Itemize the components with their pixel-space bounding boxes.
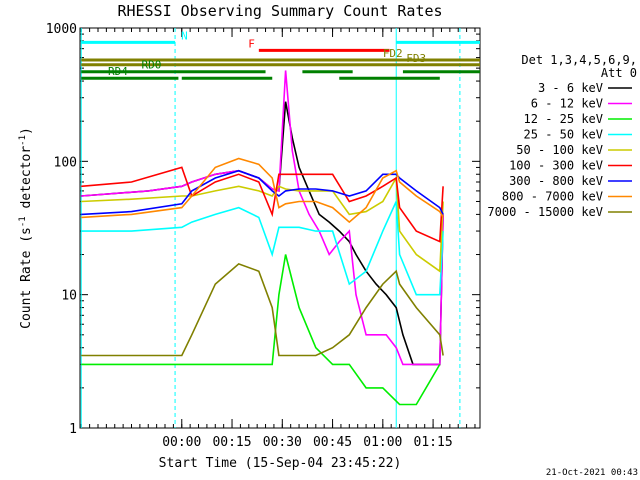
flag-label: FD3 <box>406 52 426 65</box>
y-axis-label: Count Rate (s-1 detector-1) <box>18 127 34 329</box>
flag-label: RD4 <box>108 65 128 78</box>
footer-timestamp: 21-Oct-2021 00:43 <box>546 468 638 478</box>
y-tick-label: 1000 <box>46 22 77 37</box>
legend-entry-label: 25 - 50 keV <box>524 128 603 142</box>
legend-entry-label: 50 - 100 keV <box>516 143 603 157</box>
x-tick-label: 00:00 <box>162 435 201 450</box>
x-tick-label: 00:30 <box>263 435 302 450</box>
x-axis-label: Start Time (15-Sep-04 23:45:22) <box>159 456 402 471</box>
y-axis-label-part: ) <box>19 127 34 135</box>
legend-entry-label: 12 - 25 keV <box>524 112 603 126</box>
series-line <box>81 101 444 366</box>
legend-entry-label: 800 - 7000 keV <box>502 190 603 204</box>
y-tick-label: 10 <box>61 289 77 304</box>
series-line <box>81 262 444 357</box>
y-tick-label: 100 <box>54 155 77 170</box>
series-line <box>81 157 444 224</box>
y-axis-label-part: Count Rate (s <box>19 227 34 329</box>
flag-label: FD2 <box>383 47 403 60</box>
flag-label: F <box>248 37 255 50</box>
flag-label: N <box>181 29 188 42</box>
legend-header: Att 0 <box>601 66 637 80</box>
series-line <box>81 201 444 296</box>
x-tick-label: 01:15 <box>414 435 453 450</box>
series-line <box>81 254 441 406</box>
legend-header: Det 1,3,4,5,6,9, <box>521 53 637 67</box>
legend-entry-label: 3 - 6 keV <box>538 81 603 95</box>
series-line <box>81 166 444 243</box>
y-axis-label-part: -1 <box>18 216 28 227</box>
y-axis-label-part: -1 <box>18 135 28 146</box>
x-tick-label: 00:15 <box>212 435 251 450</box>
chart-title: RHESSI Observing Summary Count Rates <box>117 2 442 20</box>
legend-entry-label: 100 - 300 keV <box>509 159 603 173</box>
series-line <box>81 175 444 273</box>
flag-label: RD0 <box>142 59 162 72</box>
legend-entry-label: 6 - 12 keV <box>531 97 603 111</box>
legend-entry-label: 7000 - 15000 keV <box>487 205 603 219</box>
x-tick-label: 01:00 <box>363 435 402 450</box>
x-tick-label: 00:45 <box>313 435 352 450</box>
y-tick-label: 1 <box>69 422 77 437</box>
y-axis-label-part: detector <box>19 146 34 217</box>
plot-frame <box>79 27 481 429</box>
legend-entry-label: 300 - 800 keV <box>509 174 603 188</box>
